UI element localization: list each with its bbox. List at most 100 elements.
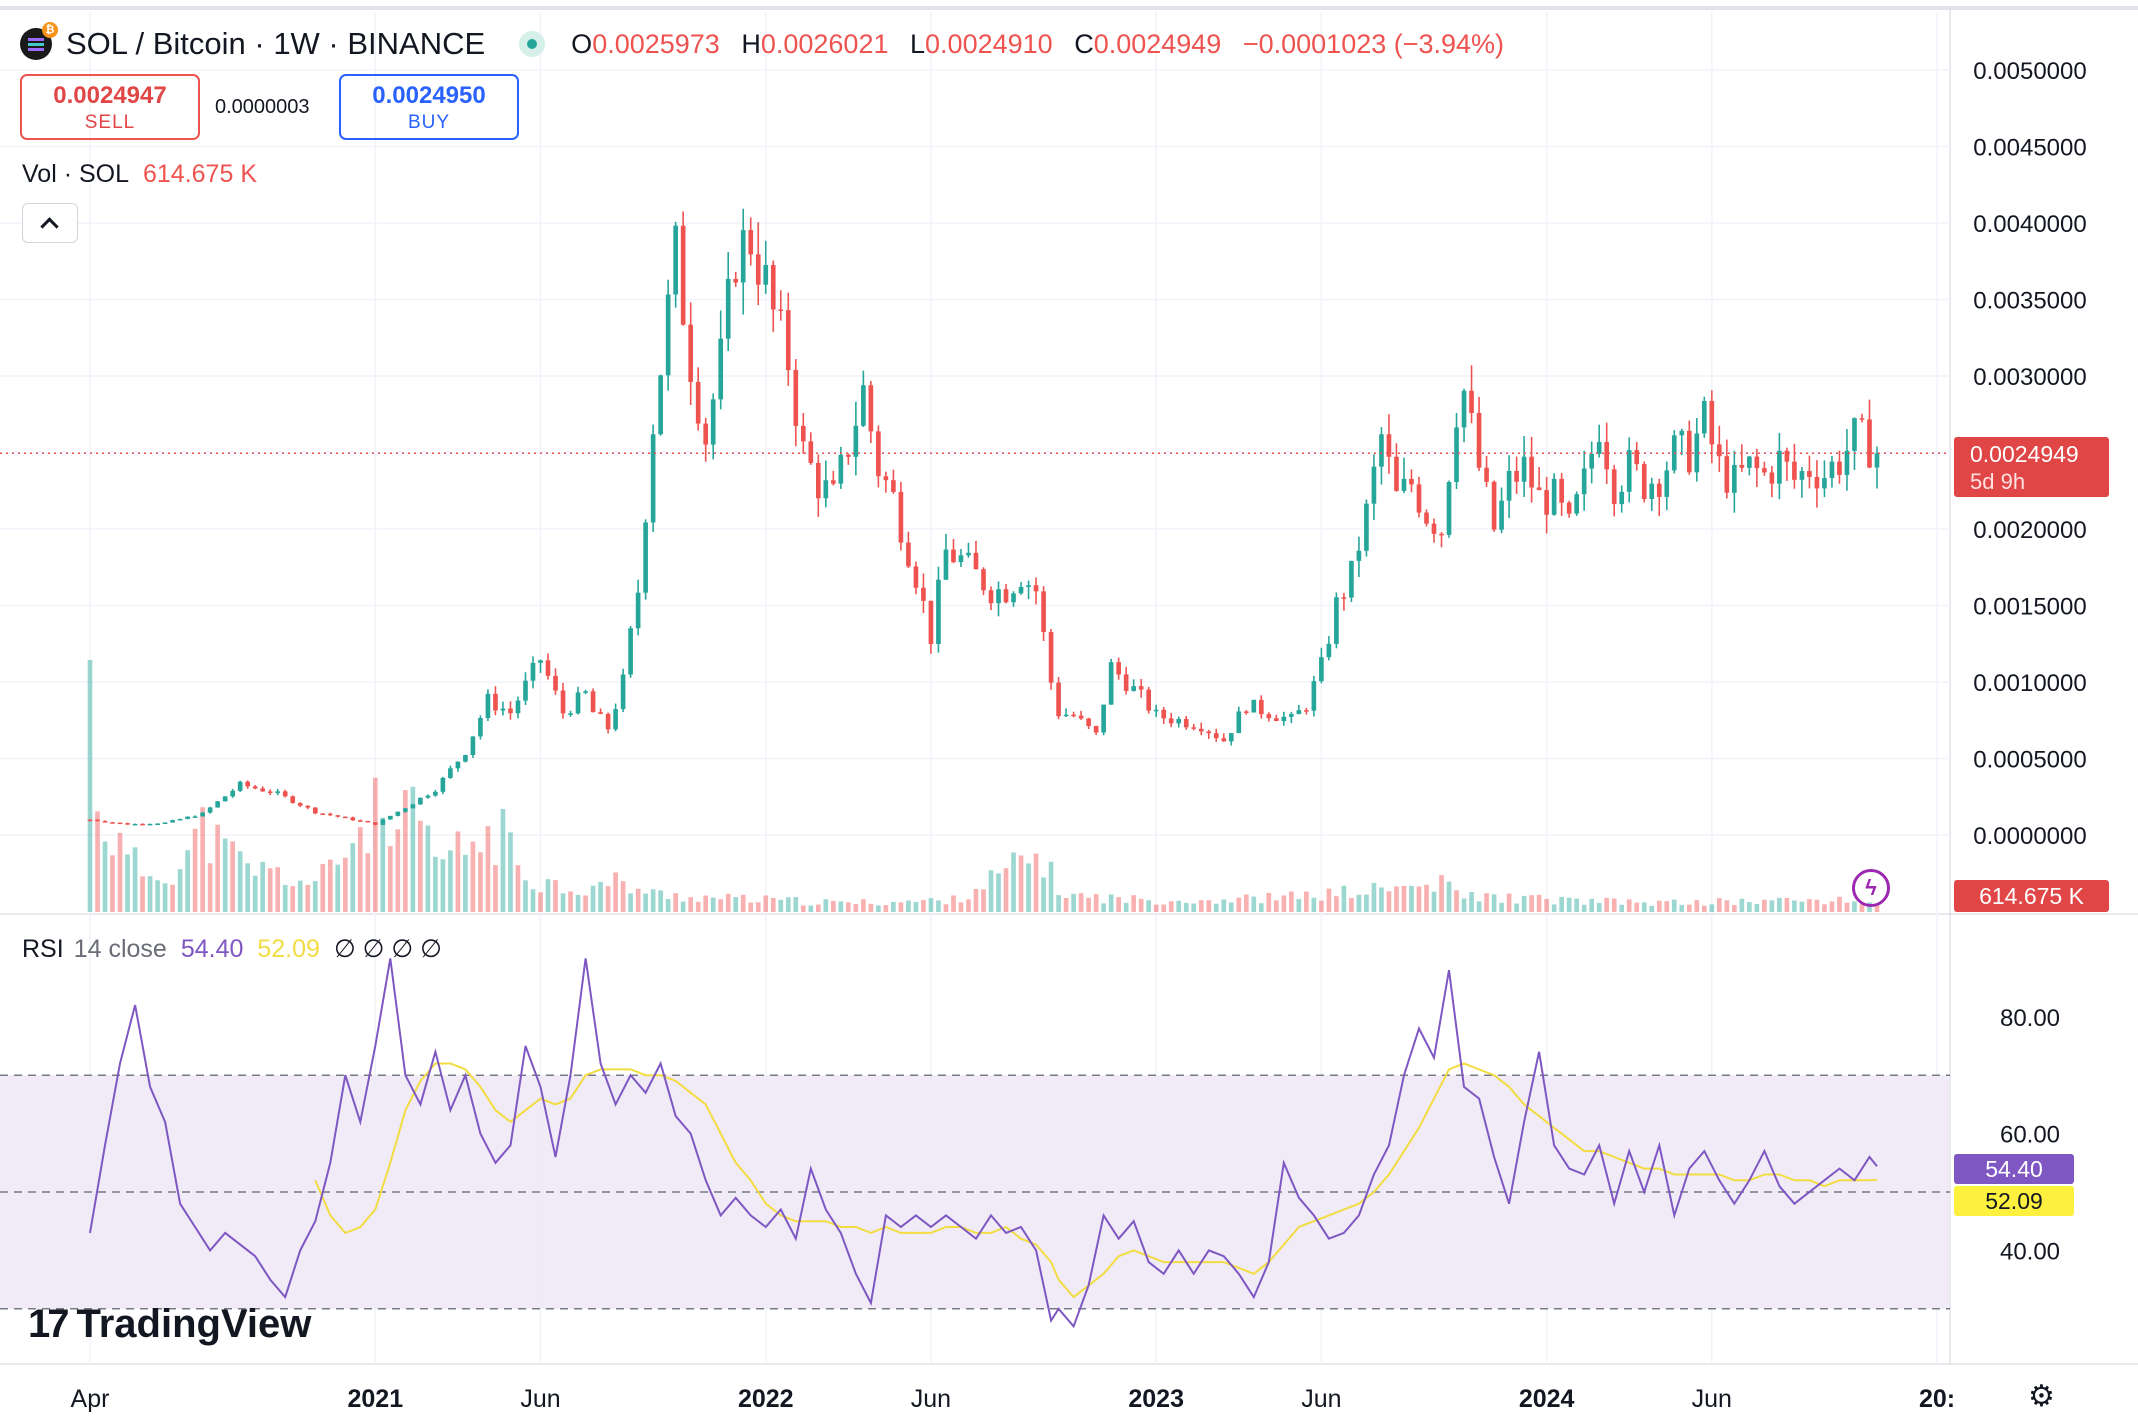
candle-body[interactable] bbox=[808, 441, 814, 463]
candle-body[interactable] bbox=[1461, 390, 1467, 428]
candle-body[interactable] bbox=[628, 628, 633, 675]
candle-body[interactable] bbox=[906, 542, 911, 567]
candle-body[interactable] bbox=[290, 796, 296, 803]
candle-body[interactable] bbox=[650, 434, 656, 523]
candle-body[interactable] bbox=[710, 399, 716, 445]
candle-body[interactable] bbox=[1296, 710, 1302, 715]
candle-body[interactable] bbox=[680, 225, 686, 325]
candle-body[interactable] bbox=[688, 324, 693, 382]
candle-body[interactable] bbox=[1514, 470, 1519, 482]
candle-body[interactable] bbox=[1777, 450, 1782, 484]
candle-body[interactable] bbox=[1694, 433, 1700, 473]
candle-body[interactable] bbox=[996, 589, 1001, 604]
candle-body[interactable] bbox=[1341, 597, 1347, 599]
lightning-icon[interactable]: ϟ bbox=[1852, 869, 1890, 907]
candle-body[interactable] bbox=[1379, 434, 1384, 467]
candle-body[interactable] bbox=[1191, 727, 1197, 729]
candle-body[interactable] bbox=[478, 718, 483, 737]
candle-body[interactable] bbox=[1604, 441, 1610, 470]
gear-icon[interactable]: ⚙ bbox=[2028, 1380, 2055, 1413]
candle-body[interactable] bbox=[1251, 699, 1257, 713]
candle-body[interactable] bbox=[1566, 502, 1572, 514]
symbol-title[interactable]: SOL / Bitcoin · 1W · BINANCE bbox=[66, 26, 486, 61]
candle-body[interactable] bbox=[1634, 450, 1640, 465]
candle-body[interactable] bbox=[275, 791, 281, 794]
tradingview-logo[interactable]: 17 TradingView bbox=[28, 1302, 311, 1347]
candle-body[interactable] bbox=[1656, 483, 1662, 497]
candle-body[interactable] bbox=[463, 755, 468, 762]
candle-body[interactable] bbox=[928, 600, 934, 645]
candle-body[interactable] bbox=[95, 819, 100, 822]
candle-body[interactable] bbox=[132, 823, 138, 826]
candle-body[interactable] bbox=[1063, 714, 1069, 717]
candle-body[interactable] bbox=[110, 822, 115, 824]
candle-body[interactable] bbox=[1266, 714, 1272, 719]
candle-body[interactable] bbox=[1611, 469, 1617, 505]
candle-body[interactable] bbox=[380, 819, 386, 825]
candle-body[interactable] bbox=[1431, 523, 1437, 534]
candle-body[interactable] bbox=[140, 823, 145, 826]
candle-body[interactable] bbox=[943, 549, 949, 580]
candle-body[interactable] bbox=[1138, 686, 1144, 690]
candle-body[interactable] bbox=[433, 791, 438, 796]
candle-body[interactable] bbox=[282, 791, 288, 797]
candle-body[interactable] bbox=[372, 822, 378, 825]
candle-body[interactable] bbox=[725, 278, 731, 339]
candle-body[interactable] bbox=[440, 777, 446, 792]
candle-body[interactable] bbox=[815, 462, 821, 499]
candle-body[interactable] bbox=[1206, 731, 1212, 734]
candle-body[interactable] bbox=[1364, 503, 1369, 551]
candle-body[interactable] bbox=[1146, 689, 1152, 711]
candle-body[interactable] bbox=[1867, 419, 1872, 468]
candle-body[interactable] bbox=[1289, 714, 1294, 717]
collapse-legend-button[interactable] bbox=[22, 203, 78, 243]
candle-body[interactable] bbox=[1198, 728, 1204, 732]
candle-body[interactable] bbox=[1401, 478, 1407, 491]
candle-body[interactable] bbox=[1596, 441, 1602, 454]
candle-body[interactable] bbox=[793, 370, 799, 426]
candle-body[interactable] bbox=[1784, 450, 1790, 462]
candle-body[interactable] bbox=[1581, 468, 1587, 495]
candle-body[interactable] bbox=[620, 674, 626, 710]
candle-body[interactable] bbox=[966, 552, 971, 556]
candle-body[interactable] bbox=[1356, 550, 1362, 561]
candle-body[interactable] bbox=[1424, 512, 1429, 524]
candle-body[interactable] bbox=[568, 713, 573, 715]
candle-body[interactable] bbox=[147, 823, 153, 826]
candle-body[interactable] bbox=[605, 713, 611, 730]
candle-body[interactable] bbox=[207, 807, 213, 813]
candle-body[interactable] bbox=[395, 811, 401, 816]
candle-body[interactable] bbox=[1536, 487, 1542, 491]
candle-body[interactable] bbox=[583, 691, 588, 693]
candle-body[interactable] bbox=[455, 761, 461, 769]
candle-body[interactable] bbox=[1762, 468, 1767, 473]
candle-body[interactable] bbox=[297, 802, 303, 806]
candle-body[interactable] bbox=[876, 431, 881, 477]
candle-body[interactable] bbox=[1686, 430, 1692, 473]
candle-body[interactable] bbox=[1041, 591, 1046, 632]
candle-body[interactable] bbox=[155, 823, 160, 826]
candle-body[interactable] bbox=[237, 781, 243, 791]
candle-body[interactable] bbox=[1086, 718, 1091, 727]
candle-body[interactable] bbox=[1048, 631, 1054, 683]
candle-body[interactable] bbox=[800, 425, 806, 442]
candle-body[interactable] bbox=[192, 816, 198, 818]
candle-body[interactable] bbox=[1123, 674, 1129, 691]
sell-button[interactable]: 0.0024947 SELL bbox=[20, 74, 200, 140]
candle-body[interactable] bbox=[260, 788, 266, 792]
candle-body[interactable] bbox=[335, 815, 341, 817]
candle-body[interactable] bbox=[222, 796, 228, 802]
candle-body[interactable] bbox=[1732, 464, 1737, 493]
candle-body[interactable] bbox=[305, 805, 311, 808]
candle-body[interactable] bbox=[177, 818, 183, 821]
candle-body[interactable] bbox=[1026, 585, 1031, 587]
candle-body[interactable] bbox=[500, 708, 506, 711]
candle-body[interactable] bbox=[1724, 456, 1730, 493]
candle-body[interactable] bbox=[1709, 401, 1715, 445]
candle-body[interactable] bbox=[365, 820, 371, 823]
candle-body[interactable] bbox=[1409, 478, 1414, 485]
candle-body[interactable] bbox=[342, 816, 348, 819]
candle-body[interactable] bbox=[613, 709, 618, 730]
candle-body[interactable] bbox=[913, 566, 919, 588]
candle-body[interactable] bbox=[1792, 461, 1797, 480]
